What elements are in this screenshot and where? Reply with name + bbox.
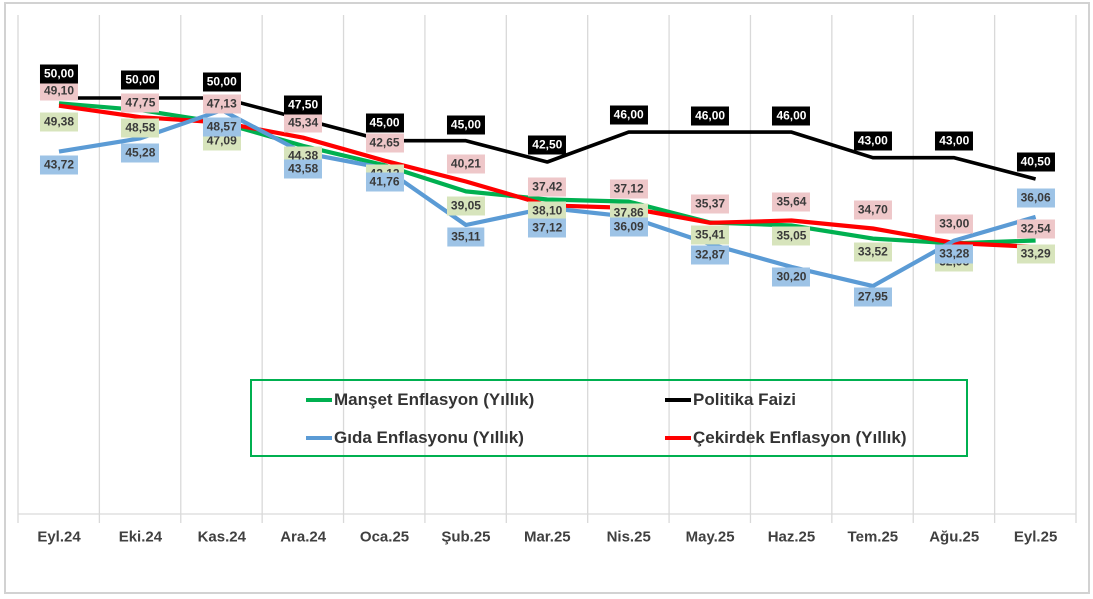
x-axis-label: May.25 (685, 528, 735, 546)
data-label-politika: 50,00 (39, 64, 79, 84)
legend-swatch-icon (665, 398, 691, 402)
legend-item-label: Politika Faizi (693, 390, 796, 409)
x-axis-label: Haz.25 (767, 528, 816, 546)
data-label-gida: 35,11 (447, 227, 485, 247)
data-label-gida: 36,09 (609, 217, 648, 237)
x-axis-label: Tem.25 (847, 528, 899, 546)
data-label-cekirdek: 34,70 (853, 200, 892, 219)
data-label-gida: 32,87 (691, 245, 730, 265)
data-label-gida: 43,72 (39, 155, 79, 175)
data-label-politika: 45,00 (446, 115, 485, 135)
data-label-politika: 47,50 (284, 95, 323, 115)
data-label-cekirdek: 37,42 (528, 177, 567, 197)
gridlines (17, 15, 1077, 523)
data-label-politika: 46,00 (691, 106, 730, 126)
legend-swatch-icon (306, 398, 332, 402)
legend-item-label: Çekirdek Enflasyon (Yıllık) (693, 428, 907, 447)
legend-item-label: Manşet Enflasyon (Yıllık) (334, 390, 535, 409)
data-label-politika: 46,00 (772, 106, 811, 126)
data-label-politika: 50,00 (202, 72, 241, 92)
data-label-politika: 43,00 (935, 131, 974, 151)
data-label-gida: 45,28 (121, 143, 160, 163)
data-label-politika: 50,00 (121, 70, 160, 90)
x-axis-label: Mar.25 (523, 528, 571, 546)
legend-item-gida-enflasyonu: Gıda Enflasyonu (Yıllık) (306, 427, 524, 449)
data-label-gida: 30,20 (772, 267, 811, 287)
data-label-manset: 35,41 (691, 225, 730, 245)
data-label-politika: 40,50 (1016, 152, 1055, 172)
data-label-gida: 48,57 (202, 117, 241, 137)
legend-item-label: Gıda Enflasyonu (Yıllık) (334, 428, 524, 447)
data-label-manset: 33,29 (1016, 244, 1055, 264)
x-axis-label: Ağu.25 (929, 528, 980, 546)
x-axis-label: Ara.24 (280, 528, 327, 546)
data-label-manset: 48,58 (121, 118, 160, 138)
data-label-cekirdek: 47,13 (202, 94, 241, 114)
data-label-cekirdek: 45,34 (284, 113, 323, 133)
data-label-manset: 49,38 (39, 112, 79, 132)
data-label-cekirdek: 35,64 (772, 192, 811, 212)
x-axis-label: Eyl.24 (37, 528, 81, 546)
data-label-politika: 43,00 (853, 131, 892, 151)
legend-swatch-icon (306, 436, 332, 440)
legend-item-politika-faizi: Politika Faizi (665, 389, 796, 411)
data-label-manset: 39,05 (446, 196, 485, 216)
data-label-cekirdek: 42,65 (365, 133, 404, 153)
legend-swatch-icon (665, 436, 691, 440)
data-label-cekirdek: 49,10 (39, 81, 79, 101)
x-axis-label: Kas.24 (197, 528, 246, 546)
legend-item-cekirdek-enflasyon: Çekirdek Enflasyon (Yıllık) (665, 427, 907, 449)
x-axis-label: Nis.25 (606, 528, 651, 546)
data-label-gida: 41,76 (365, 172, 404, 192)
data-label-cekirdek: 47,75 (121, 93, 160, 113)
data-label-politika: 42,50 (528, 135, 567, 155)
data-label-gida: 27,95 (853, 287, 892, 307)
data-label-cekirdek: 37,12 (609, 179, 648, 199)
x-axis-label: Eki.24 (118, 528, 163, 546)
data-label-gida: 33,28 (935, 244, 974, 264)
x-axis-label: Şub.25 (441, 528, 491, 546)
data-label-manset: 38,10 (528, 201, 567, 220)
data-label-gida: 36,06 (1016, 188, 1055, 208)
data-label-politika: 46,00 (609, 105, 648, 125)
data-label-cekirdek: 35,37 (691, 194, 730, 214)
x-axis-label: Oca.25 (359, 528, 410, 546)
data-label-gida: 37,12 (528, 218, 567, 238)
legend-item-manset-enflasyon: Manşet Enflasyon (Yıllık) (306, 389, 534, 411)
data-label-politika: 45,00 (365, 113, 404, 133)
data-label-manset: 35,05 (772, 226, 811, 246)
data-label-cekirdek: 40,21 (446, 154, 485, 173)
data-label-cekirdek: 33,00 (935, 214, 974, 234)
data-label-cekirdek: 32,54 (1016, 219, 1055, 239)
x-axis-label: Eyl.25 (1013, 528, 1058, 546)
data-label-manset: 33,52 (853, 242, 892, 262)
legend: Manşet Enflasyon (Yıllık) Politika Faizi… (250, 379, 968, 457)
data-label-gida: 43,58 (284, 159, 323, 179)
